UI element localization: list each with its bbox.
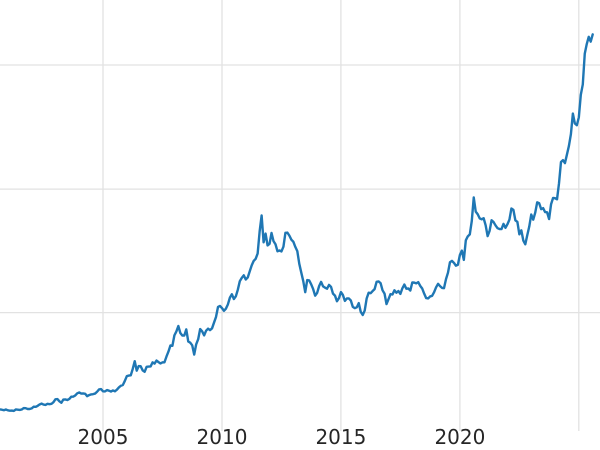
vertical-gridlines — [102, 0, 580, 431]
horizontal-gridlines — [0, 64, 600, 314]
x-tick-label-2020: 2020 — [434, 425, 486, 449]
price-line — [0, 33, 594, 413]
x-tick-label-2010: 2010 — [196, 425, 248, 449]
x-tick-label-2005: 2005 — [77, 425, 129, 449]
x-tick-label-2015: 2015 — [315, 425, 367, 449]
